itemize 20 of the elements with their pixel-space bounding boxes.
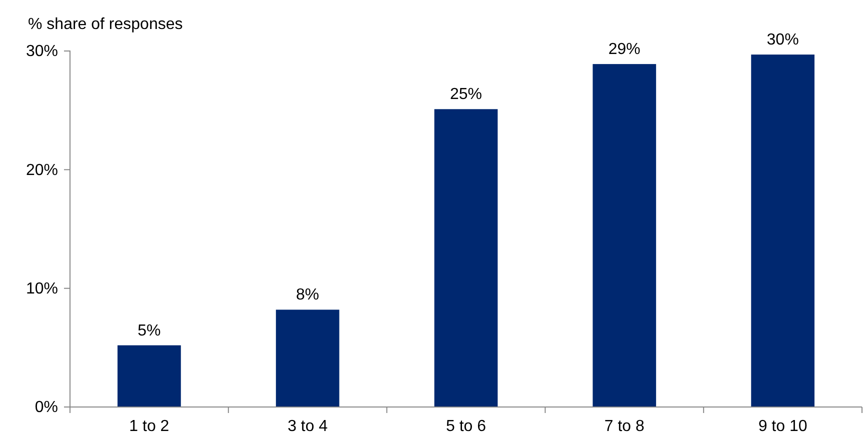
data-label: 8%	[296, 286, 320, 304]
x-tick-label: 5 to 6	[446, 418, 486, 435]
x-tick-label: 7 to 8	[604, 418, 645, 435]
data-label: 5%	[138, 322, 161, 340]
y-tick-label: 30%	[26, 43, 58, 60]
data-label: 29%	[608, 41, 640, 58]
bar	[118, 345, 181, 407]
y-tick-label: 0%	[34, 399, 58, 416]
bar	[592, 64, 656, 407]
x-tick-label: 1 to 2	[129, 418, 170, 435]
y-axis-title: % share of responses	[28, 16, 183, 33]
bar	[751, 54, 814, 407]
data-label: 25%	[450, 86, 482, 104]
y-tick-label: 10%	[26, 280, 58, 298]
bar	[434, 109, 498, 407]
data-label: 30%	[766, 32, 799, 49]
bar	[276, 310, 340, 407]
y-tick-label: 20%	[26, 162, 58, 179]
x-tick-label: 9 to 10	[758, 418, 808, 435]
x-tick-label: 3 to 4	[288, 418, 328, 435]
